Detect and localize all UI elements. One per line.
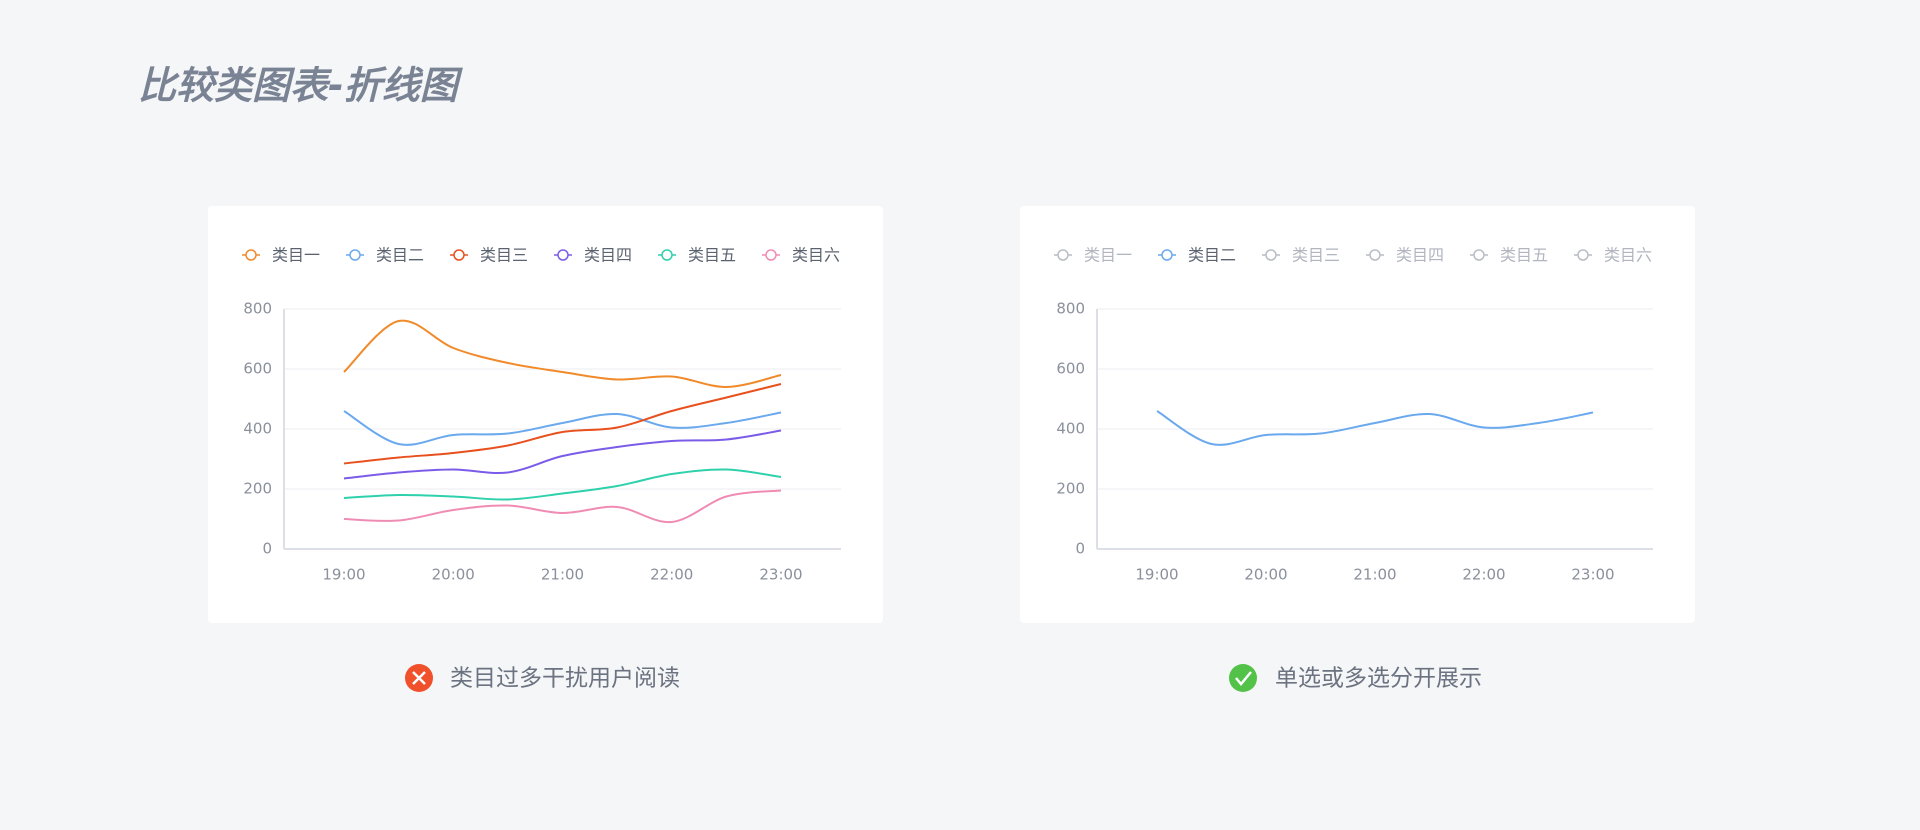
- x-tick-label: 21:00: [1353, 566, 1396, 584]
- y-tick-label: 600: [243, 360, 272, 378]
- legend-label: 类目一: [272, 246, 320, 265]
- x-tick-label: 22:00: [650, 566, 693, 584]
- legend-marker: [765, 249, 777, 261]
- x-tick-label: 23:00: [759, 566, 802, 584]
- ok-icon: [1229, 664, 1257, 692]
- y-tick-label: 0: [1075, 540, 1085, 558]
- legend-marker: [1161, 249, 1173, 261]
- page-title: 比较类图表-折线图: [138, 64, 464, 108]
- caption: 单选或多选分开展示: [1275, 666, 1482, 692]
- legend-label: 类目四: [1396, 246, 1444, 265]
- legend-marker: [661, 249, 673, 261]
- legend-label: 类目二: [376, 246, 424, 265]
- y-tick-label: 800: [243, 300, 272, 318]
- y-tick-label: 0: [262, 540, 272, 558]
- x-tick-label: 23:00: [1571, 566, 1614, 584]
- legend-marker: [453, 249, 465, 261]
- line: [343, 489, 782, 524]
- legend-marker: [1369, 249, 1381, 261]
- card: [208, 206, 883, 623]
- x-tick-label: 20:00: [432, 566, 475, 584]
- legend-label: 类目三: [480, 246, 528, 265]
- line: [343, 383, 782, 465]
- x-tick-label: 22:00: [1462, 566, 1505, 584]
- y-tick-label: 200: [1056, 480, 1085, 498]
- legend-label: 类目一: [1084, 246, 1132, 265]
- legend-label: 类目六: [792, 246, 840, 265]
- ok-icon-check: [1235, 671, 1252, 686]
- legend-label: 类目五: [1500, 246, 1548, 265]
- legend-marker: [557, 249, 569, 261]
- legend-label: 类目二: [1188, 246, 1236, 265]
- legend-marker: [349, 249, 361, 261]
- x-tick-label: 19:00: [1135, 566, 1178, 584]
- y-tick-label: 800: [1056, 300, 1085, 318]
- x-tick-label: 20:00: [1244, 566, 1287, 584]
- legend-label: 类目五: [688, 246, 736, 265]
- legend-marker: [1057, 249, 1069, 261]
- legend-label: 类目三: [1292, 246, 1340, 265]
- line: [343, 319, 782, 389]
- legend-marker: [1473, 249, 1485, 261]
- x-tick-label: 19:00: [322, 566, 365, 584]
- legend-marker: [245, 249, 257, 261]
- y-tick-label: 400: [243, 420, 272, 438]
- legend-marker: [1265, 249, 1277, 261]
- legend-label: 类目四: [584, 246, 632, 265]
- card: [1020, 206, 1695, 623]
- line: [343, 410, 782, 446]
- error-icon-cross: [412, 671, 426, 685]
- line: [343, 468, 782, 501]
- x-tick-label: 21:00: [541, 566, 584, 584]
- y-tick-label: 600: [1056, 360, 1085, 378]
- line: [343, 429, 782, 480]
- y-tick-label: 200: [243, 480, 272, 498]
- legend-label: 类目六: [1604, 246, 1652, 265]
- caption: 类目过多干扰用户阅读: [450, 666, 680, 692]
- y-tick-label: 400: [1056, 420, 1085, 438]
- legend-marker: [1577, 249, 1589, 261]
- line: [1156, 410, 1594, 446]
